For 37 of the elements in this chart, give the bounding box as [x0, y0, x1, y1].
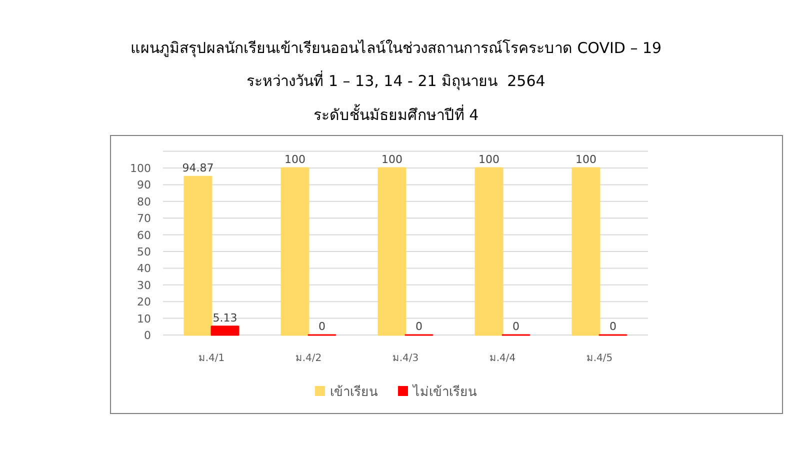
y-tick-label: 10 [137, 312, 151, 326]
data-label: 94.87 [182, 162, 214, 175]
data-label: 100 [382, 153, 402, 166]
x-tick-label: ม.4/3 [392, 353, 419, 364]
data-label: 100 [284, 153, 306, 166]
bar [280, 167, 310, 336]
y-tick-label: 70 [137, 212, 151, 226]
bar [378, 167, 406, 336]
data-label: 0 [512, 320, 520, 333]
x-tick-label: ม.4/2 [295, 353, 322, 364]
data-label: 5.13 [212, 311, 238, 324]
bar [210, 326, 240, 336]
data-label: 0 [610, 320, 616, 333]
x-tick-label: ม.4/1 [198, 353, 225, 364]
subtitle: ระหว่างวันที่ 1 – 13, 14 - 21 มิถุนายน 2564 [246, 72, 546, 90]
y-tick-label: 40 [137, 262, 151, 276]
title: แผนภูมิสรุปผลนักเรียนเข้าเรียนออนไลน์ในช่วงสถานการณ์โรคระบาด COVID – 19 [130, 39, 662, 57]
y-tick-label: 30 [137, 278, 151, 292]
bar [474, 167, 504, 336]
y-tick-label: 90 [137, 178, 151, 192]
y-tick-label: 0 [144, 329, 151, 342]
y-tick-label: 20 [137, 296, 151, 309]
data-label: 100 [478, 153, 500, 166]
bar [184, 176, 212, 336]
x-tick-label: ม.4/5 [586, 353, 613, 364]
legend-label: ไม่เข้าเรียน [412, 384, 477, 400]
legend-label: เข้าเรียน [330, 384, 378, 400]
data-label: 0 [416, 320, 422, 333]
bar [572, 167, 600, 336]
data-label: 100 [576, 153, 596, 166]
x-tick-label: ม.4/4 [489, 353, 516, 364]
subtitle: ระดับชั้นมัธยมศึกษาปีที่ 4 [313, 106, 479, 124]
y-tick-label: 80 [137, 195, 151, 208]
y-tick-label: 100 [130, 162, 151, 175]
y-tick-label: 50 [137, 246, 151, 258]
y-tick-label: 60 [137, 228, 151, 242]
data-label: 0 [318, 320, 326, 333]
